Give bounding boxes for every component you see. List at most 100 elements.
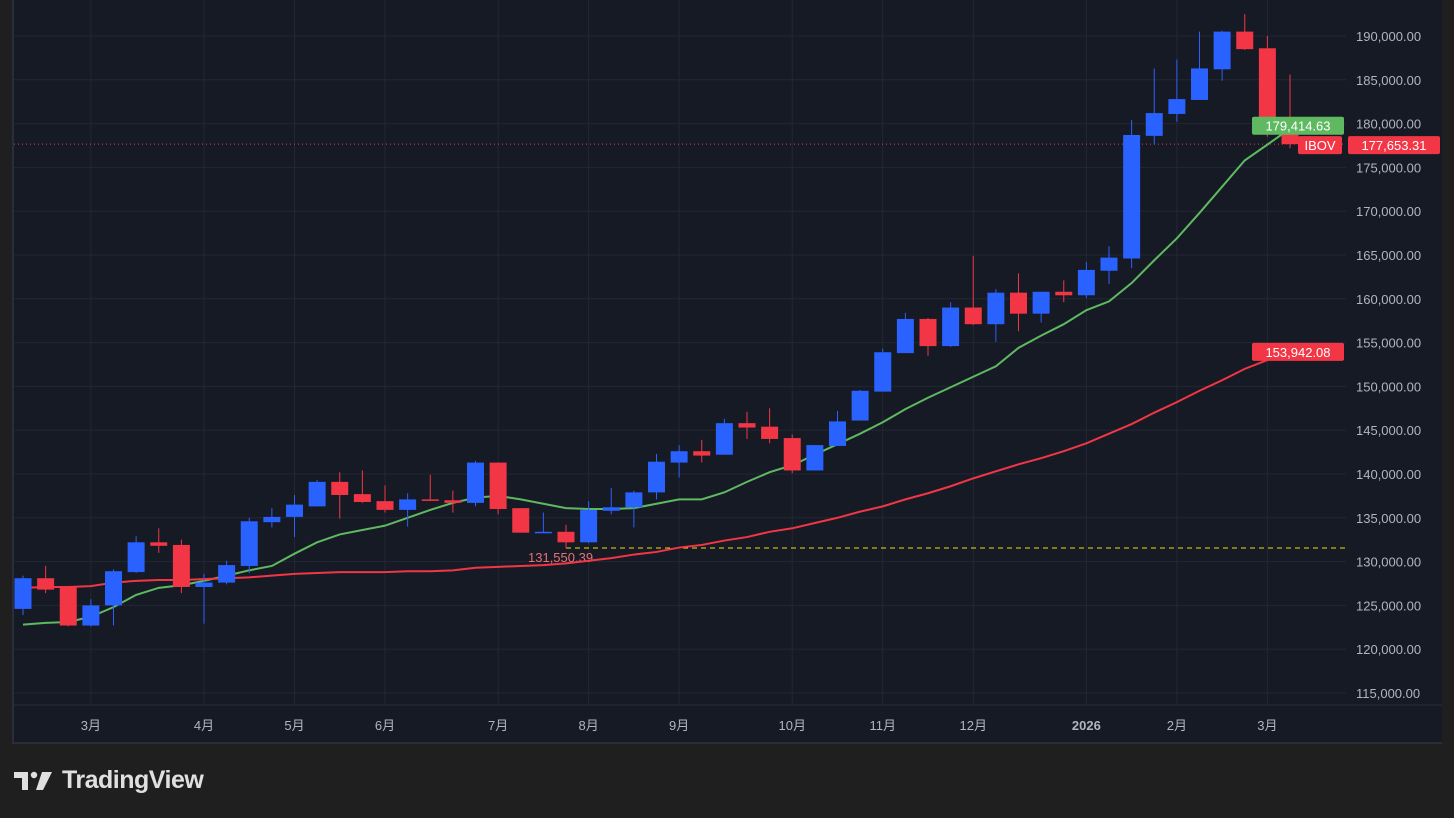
x-tick-label: 8月 [579, 718, 599, 733]
candle-down [557, 531, 575, 543]
x-tick-label: 7月 [488, 718, 508, 733]
y-tick-label: 120,000.00 [1356, 642, 1421, 657]
symbol-tag: IBOV [1304, 138, 1335, 153]
last-price-tag: 177,653.31 [1361, 138, 1426, 153]
y-tick-label: 180,000.00 [1356, 117, 1421, 132]
candle-down [489, 462, 507, 510]
y-tick-label: 145,000.00 [1356, 423, 1421, 438]
brand-name: TradingView [62, 766, 204, 794]
x-tick-label: 10月 [779, 718, 806, 733]
y-tick-label: 115,000.00 [1356, 686, 1420, 701]
candle-up [715, 423, 733, 455]
y-tick-label: 185,000.00 [1356, 73, 1421, 88]
y-tick-label: 155,000.00 [1356, 336, 1421, 351]
candle-up [1100, 257, 1118, 271]
x-tick-label: 11月 [870, 718, 897, 733]
y-tick-label: 135,000.00 [1356, 511, 1421, 526]
moving-average-fast-line [22, 127, 1291, 626]
candle-up [240, 521, 258, 566]
candle-down [1010, 292, 1027, 314]
candle-up [218, 565, 236, 583]
x-tick-label: 6月 [375, 718, 395, 733]
candle-up [602, 507, 620, 511]
candle-down [964, 307, 982, 325]
candlestick-chart[interactable]: 115,000.00 120,000.00 125,000.00 130,000.00… [14, 0, 1442, 742]
ma-slow-price-tag: 153,942.08 [1265, 345, 1330, 360]
candle-up [896, 318, 914, 354]
candle-up [874, 352, 892, 392]
ma-fast-price-tag-bg [1252, 116, 1344, 135]
x-tick-label: 3月 [81, 718, 101, 733]
min-price-label: 131,550.39 [528, 550, 593, 565]
x-tick-label: 12月 [960, 718, 987, 733]
x-tick-label: 9月 [669, 718, 689, 733]
y-tick-label: 125,000.00 [1356, 598, 1421, 613]
candle-up [534, 531, 552, 534]
candle-up [195, 582, 213, 587]
y-tick-label: 190,000.00 [1356, 29, 1421, 44]
candle-up [1213, 31, 1231, 70]
y-tick-label: 150,000.00 [1356, 379, 1421, 394]
candle-up [670, 451, 688, 463]
candle-up [942, 307, 960, 347]
candle-down [1055, 291, 1073, 296]
candle-up [105, 571, 122, 606]
candle-down [331, 481, 349, 496]
candle-up [806, 445, 824, 471]
candle-up [1077, 269, 1095, 296]
candle-down [512, 508, 530, 533]
ma-slow-price-tag-bg [1252, 342, 1344, 361]
candle-up [286, 504, 303, 517]
x-tick-label: 5月 [284, 718, 304, 733]
candle-up [308, 481, 326, 507]
y-tick-label: 130,000.00 [1356, 555, 1421, 570]
candle-down [761, 426, 779, 439]
y-tick-label: 175,000.00 [1356, 160, 1421, 175]
candle-up [1168, 99, 1186, 114]
x-tick-label: 2月 [1167, 718, 1187, 733]
chart-pane[interactable]: 115,000.00 120,000.00 125,000.00 130,000.00… [12, 0, 1442, 744]
candle-up [648, 461, 665, 493]
candle-up [987, 292, 1005, 325]
candle-down [919, 318, 937, 347]
candle-down [376, 501, 394, 510]
x-tick-label: 3月 [1257, 718, 1277, 733]
candle-down [59, 586, 77, 626]
x-tick-label: 2026 [1072, 718, 1101, 733]
candle-down [1236, 31, 1254, 50]
candle-down [738, 423, 756, 428]
candle-up [580, 509, 598, 543]
candle-up [467, 462, 484, 503]
x-tick-label: 4月 [194, 718, 214, 733]
candle-down [444, 500, 462, 503]
candle-down [150, 542, 168, 546]
tradingview-logo-icon [14, 771, 52, 790]
candle-up [625, 492, 643, 508]
symbol-tag-bg [1298, 136, 1342, 155]
candle-down [693, 451, 711, 456]
candle-up [82, 605, 100, 626]
candle-up [14, 578, 32, 609]
candle-up [1145, 113, 1163, 136]
y-tick-label: 160,000.00 [1356, 292, 1421, 307]
candle-up [399, 499, 417, 510]
candle-up [1191, 68, 1208, 100]
candle-down [353, 494, 371, 503]
ma-fast-price-tag: 179,414.63 [1265, 119, 1330, 134]
candle-down [37, 578, 55, 590]
candle-up [1123, 134, 1141, 259]
candle-down [421, 499, 439, 501]
last-price-tag-bg [1348, 136, 1440, 155]
candle-up [851, 390, 869, 421]
tradingview-logo[interactable]: TradingView [14, 766, 204, 795]
y-tick-label: 165,000.00 [1356, 248, 1421, 263]
y-tick-label: 170,000.00 [1356, 204, 1421, 219]
candle-up [263, 516, 281, 523]
candle-up [127, 542, 145, 573]
candle-up [829, 421, 846, 446]
y-tick-label: 140,000.00 [1356, 467, 1421, 482]
candle-down [172, 544, 190, 587]
candle-up [1032, 291, 1050, 314]
candle-down [1258, 48, 1276, 132]
candle-down [783, 438, 801, 471]
